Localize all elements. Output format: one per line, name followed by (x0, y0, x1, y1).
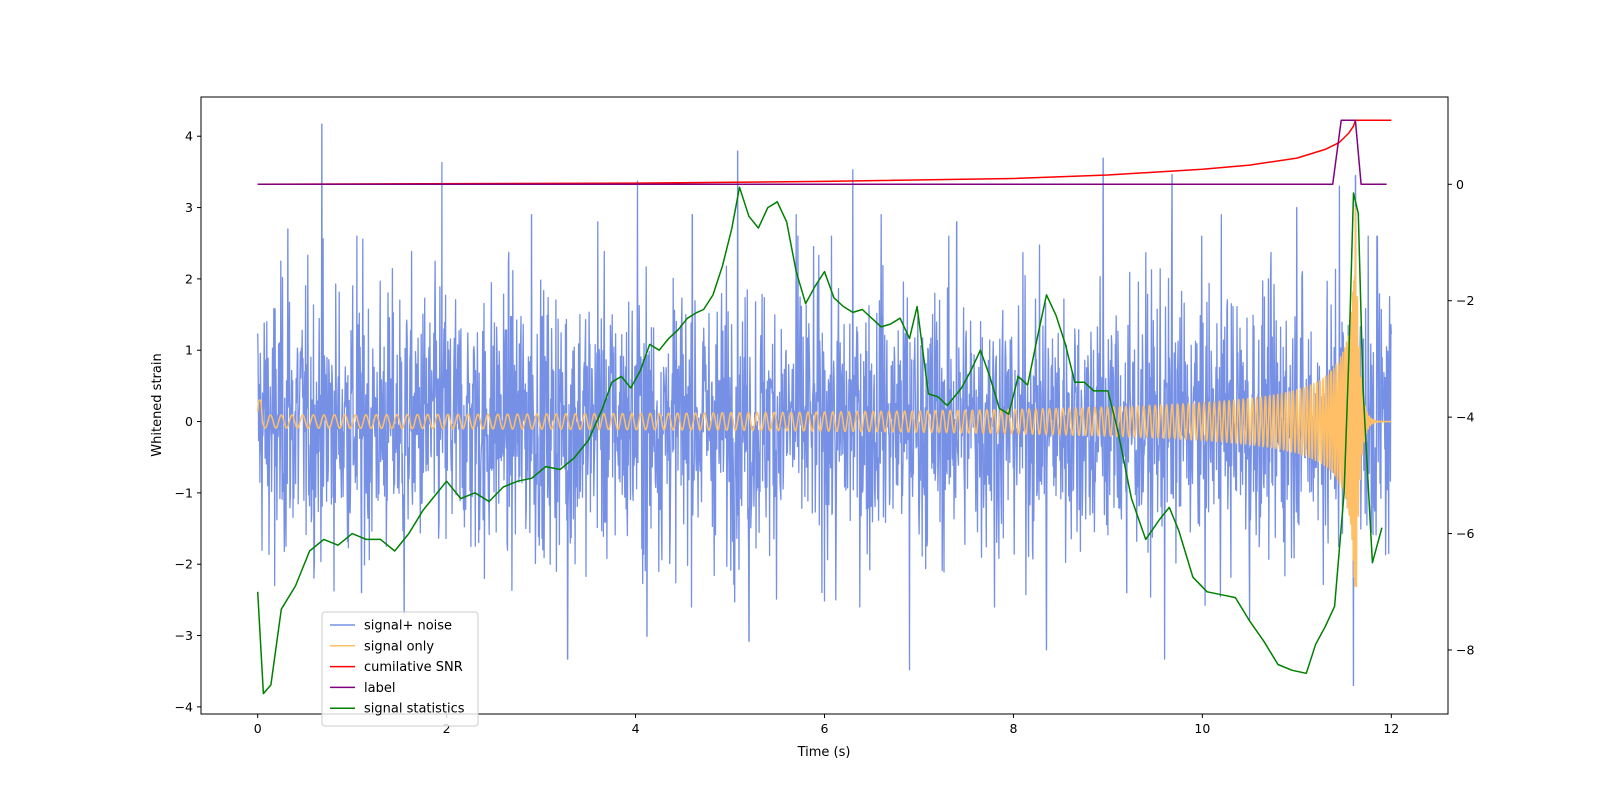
y2-tick-label: −6 (1456, 526, 1474, 541)
legend: signal+ noise signal only cumilative SNR la… (321, 611, 479, 727)
y2-tick-label: −2 (1456, 293, 1474, 308)
x-axis-label: Time (s) (797, 745, 851, 760)
x-tick-label: 12 (1383, 721, 1399, 736)
x-tick-label: 6 (821, 721, 829, 736)
x-tick-label: 4 (632, 721, 640, 736)
series-signal-statistics-line (256, 186, 1383, 695)
y2-tick-label: −4 (1456, 410, 1474, 425)
y-axis-label: Whitened strain (150, 353, 165, 456)
series-cumilative-snr-line (257, 119, 1392, 186)
y2-tick-label: 0 (1456, 177, 1464, 192)
y-tick-label: −2 (175, 557, 193, 572)
legend-label: signal+ noise (364, 619, 452, 634)
y-tick-label: −4 (175, 699, 193, 714)
y-tick-label: −3 (175, 628, 193, 643)
legend-label: cumilative SNR (364, 660, 463, 675)
x-tick-label: 8 (1009, 721, 1017, 736)
x-tick-label: 2 (443, 721, 451, 736)
legend-label: signal only (364, 639, 434, 654)
x-tick-label: 10 (1194, 721, 1210, 736)
x-tick-label: 0 (254, 721, 262, 736)
series-signal-noise-line (257, 123, 1392, 687)
y-tick-label: −1 (175, 485, 193, 500)
y2-tick-label: −8 (1456, 642, 1474, 657)
legend-box (321, 611, 479, 727)
series-signal-only-line (256, 206, 1392, 588)
y-tick-label: 0 (185, 414, 193, 429)
legend-label: label (364, 681, 395, 696)
y-tick-label: 1 (185, 343, 193, 358)
y-tick-label: 3 (185, 200, 193, 215)
y-tick-label: 4 (185, 129, 193, 144)
y-tick-label: 2 (185, 271, 193, 286)
series-label-line (257, 119, 1387, 186)
legend-label: signal statistics (364, 702, 465, 717)
